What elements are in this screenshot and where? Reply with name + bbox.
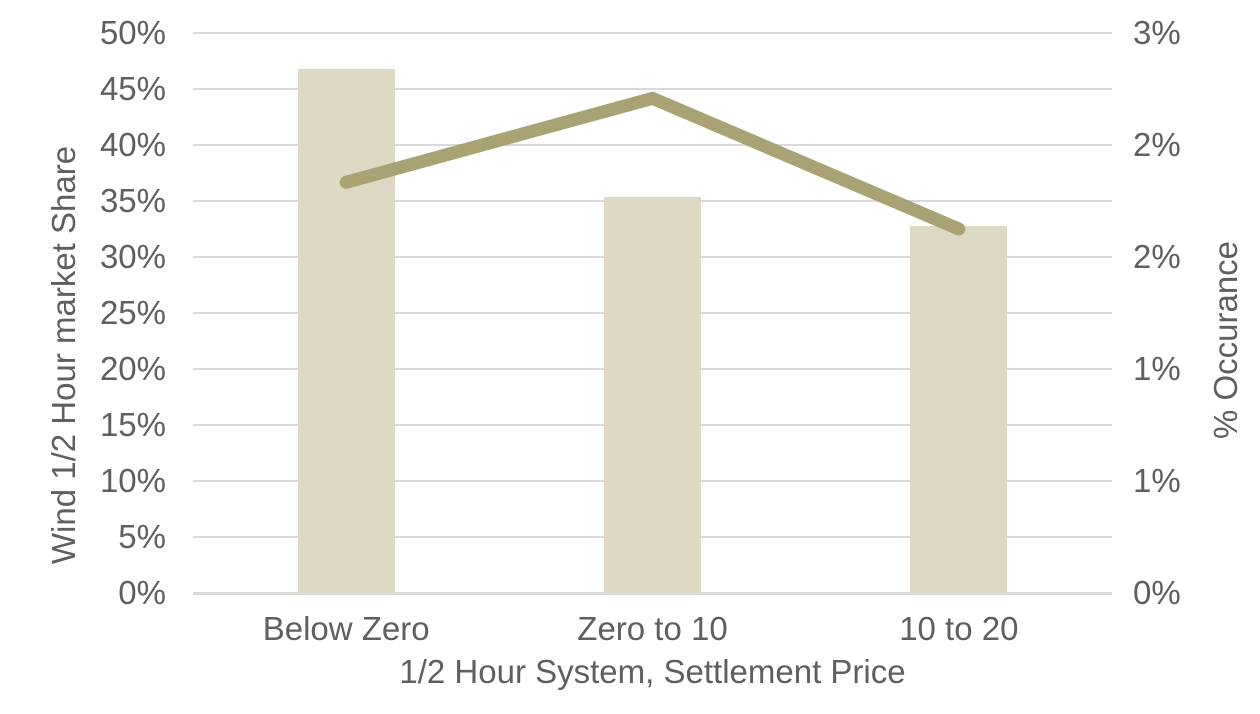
- left-axis-tick-label: 35%: [99, 182, 166, 219]
- left-axis-tick-label: 45%: [99, 70, 166, 107]
- left-y-axis-title: Wind 1/2 Hour market Share: [45, 145, 82, 565]
- right-axis-tick-label: 0%: [1133, 574, 1181, 611]
- left-axis-tick-label: 20%: [99, 350, 166, 387]
- plot-area: [193, 32, 1112, 595]
- left-axis-tick-label: 0%: [118, 574, 166, 611]
- occurance-line: [339, 91, 966, 236]
- x-axis-category-label: Zero to 10: [577, 610, 728, 647]
- gridline: [193, 144, 1112, 146]
- right-axis-tick-label: 3%: [1133, 14, 1181, 51]
- left-axis-tick-label: 10%: [99, 462, 166, 499]
- left-axis-tick-label: 40%: [99, 126, 166, 163]
- x-axis-line: [193, 592, 1112, 595]
- x-axis-category-label: Below Zero: [262, 610, 430, 647]
- left-axis-tick-label: 50%: [99, 14, 166, 51]
- right-y-axis-title: % Occurance: [1207, 240, 1244, 440]
- x-axis-category-label: 10 to 20: [899, 610, 1019, 647]
- gridline: [193, 88, 1112, 90]
- bar-below-zero: [297, 68, 395, 593]
- x-axis-title: 1/2 Hour System, Settlement Price: [399, 653, 906, 690]
- left-axis-tick-label: 25%: [99, 294, 166, 331]
- gridline: [193, 32, 1112, 34]
- right-axis-tick-label: 2%: [1133, 238, 1181, 275]
- right-axis-tick-label: 1%: [1133, 350, 1181, 387]
- right-axis-tick-label: 1%: [1133, 462, 1181, 499]
- left-axis-tick-label: 30%: [99, 238, 166, 275]
- right-axis-tick-label: 2%: [1133, 126, 1181, 163]
- bar-10-to-20: [910, 225, 1008, 593]
- left-axis-tick-label: 5%: [118, 518, 166, 555]
- left-axis-tick-label: 15%: [99, 406, 166, 443]
- line-series: [339, 91, 966, 236]
- bar-zero-to-10: [604, 196, 701, 593]
